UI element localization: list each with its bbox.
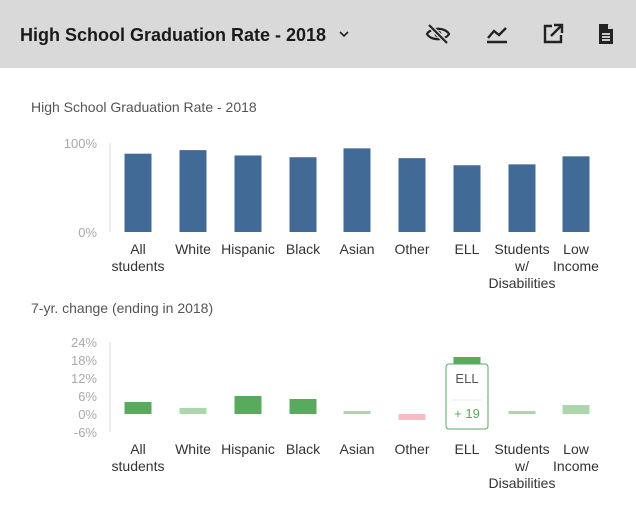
category-label-other: Other [394,441,429,457]
bar-white[interactable] [179,150,207,232]
y-tick-label: 12% [71,371,97,386]
bar-ell[interactable] [453,165,481,232]
tooltip-category: ELL [455,371,478,386]
chart-title-graduation-rate: High School Graduation Rate - 2018 [31,99,257,115]
category-label-white: White [175,241,211,257]
category-label-students-w-disabilities: Students w/Disabilities [489,441,556,491]
page-title: High School Graduation Rate - 2018 [20,25,327,45]
category-label-ell: ELL [455,441,480,457]
chevron-down-icon [339,22,349,43]
bar-asian[interactable] [343,148,371,232]
bar-students-w-disabilities[interactable] [508,411,536,414]
category-label-black: Black [286,441,321,457]
category-label-ell: ELL [455,241,480,257]
tooltip: ELL + 19 [445,363,489,430]
category-label-low-income: Low Income [553,241,599,274]
y-tick-label: 6% [78,389,97,404]
header-bar: High School Graduation Rate - 2018 [0,0,636,68]
bar-hispanic[interactable] [234,155,262,232]
category-label-students-w-disabilities: Students w/Disabilities [489,241,556,291]
trend-line-icon[interactable] [483,20,511,48]
y-tick-label: 24% [71,335,97,350]
bar-low-income[interactable] [562,405,590,414]
bar-all-students[interactable] [124,402,152,414]
bar-white[interactable] [179,408,207,414]
y-tick-label: -6% [74,425,98,440]
hide-icon[interactable] [424,20,452,48]
metric-dropdown[interactable]: High School Graduation Rate - 2018 [20,22,349,46]
category-label-black: Black [286,241,321,257]
document-icon[interactable] [592,20,620,48]
bar-black[interactable] [289,399,317,414]
bar-students-w-disabilities[interactable] [508,164,536,232]
bar-other[interactable] [398,414,426,420]
tooltip-box [445,363,489,430]
y-tick-label: 100% [64,136,98,151]
category-label-hispanic: Hispanic [221,241,275,257]
category-label-white: White [175,441,211,457]
graduation-rate-chart: 100% 0% All students White Hispanic Black Asian… [64,136,599,291]
category-label-all-students: All students [112,241,165,274]
bar-hispanic[interactable] [234,396,262,414]
bar-black[interactable] [289,157,317,232]
category-label-other: Other [394,241,429,257]
category-label-hispanic: Hispanic [221,441,275,457]
bar-low-income[interactable] [562,156,590,232]
y-tick-label: 0% [78,225,97,240]
bar-asian[interactable] [343,411,371,414]
tooltip-value: + 19 [454,406,480,421]
category-label-asian: Asian [339,441,374,457]
category-label-low-income: Low Income [553,441,599,474]
category-label-asian: Asian [339,241,374,257]
seven-year-change-chart: 24% 18% 12% 6% 0% -6% ELL + 19 All students White H… [71,335,599,491]
bar-other[interactable] [398,158,426,232]
chart-title-7yr-change: 7-yr. change (ending in 2018) [31,300,214,316]
open-external-icon[interactable] [539,20,567,48]
y-tick-label: 18% [71,353,97,368]
bar-all-students[interactable] [124,153,152,232]
category-label-all-students: All students [112,441,165,474]
y-tick-label: 0% [78,407,97,422]
